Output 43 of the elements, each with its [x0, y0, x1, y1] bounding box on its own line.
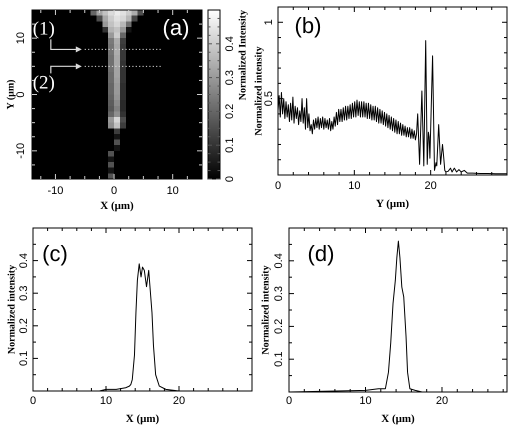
annotation: (2) [32, 72, 55, 94]
x-tick-label: 10 [166, 185, 179, 197]
annotation: (a) [162, 15, 190, 40]
y-tick-label: 0.1 [272, 352, 285, 367]
y-axis-title: Y (μm) [6, 79, 16, 110]
x-axis-title: X (μm) [126, 413, 160, 425]
x-tick-label: 20 [424, 180, 437, 192]
annotation: (c) [42, 241, 68, 266]
y-axis-title: Normalized intensity [260, 265, 272, 355]
y-tick-label: 0.1 [18, 350, 30, 366]
y-tick-label: 10 [14, 32, 27, 44]
y-tick-label: 0.2 [18, 318, 30, 334]
y-tick-label: 1 [262, 19, 275, 26]
x-tick-label: -10 [47, 185, 64, 197]
x-tick-label: 0 [286, 395, 292, 407]
color-bar-title: Normalized Intensity [238, 10, 248, 100]
x-tick-label: 10 [100, 395, 112, 407]
y-axis-title: Normalized intensity [6, 264, 18, 354]
x-tick-label: 20 [172, 395, 186, 407]
x-tick-label: 20 [436, 395, 448, 407]
y-axis-title: Normalized intensity [254, 46, 264, 136]
y-tick-label: 0.2 [272, 318, 285, 334]
annotation: (1) [32, 18, 55, 40]
y-tick-label: 0.3 [272, 286, 285, 302]
color-bar-label: 0.4 [224, 36, 236, 52]
y-tick-label: -10 [14, 142, 27, 159]
y-tick-label: 0 [14, 91, 27, 98]
x-tick-label: 0 [111, 185, 118, 197]
x-tick-label: 10 [348, 180, 360, 192]
y-tick-label: 0.3 [18, 286, 30, 301]
x-axis-title: X (μm) [381, 413, 416, 425]
x-axis-title: Y (μm) [376, 198, 410, 210]
annotation: (d) [308, 241, 334, 266]
annotation: (b) [294, 13, 322, 38]
color-bar-label: 0.2 [224, 104, 236, 120]
y-tick-label: 0.4 [272, 253, 285, 268]
color-bar-label: 0.1 [224, 138, 236, 153]
color-bar-label: 0.3 [224, 70, 236, 86]
y-tick-label: 0.4 [18, 252, 30, 268]
color-bar-label: 0 [224, 176, 236, 182]
x-tick-label: 10 [359, 395, 372, 407]
y-tick-label: 0.5 [262, 90, 275, 106]
x-axis-title: X (μm) [100, 200, 134, 212]
